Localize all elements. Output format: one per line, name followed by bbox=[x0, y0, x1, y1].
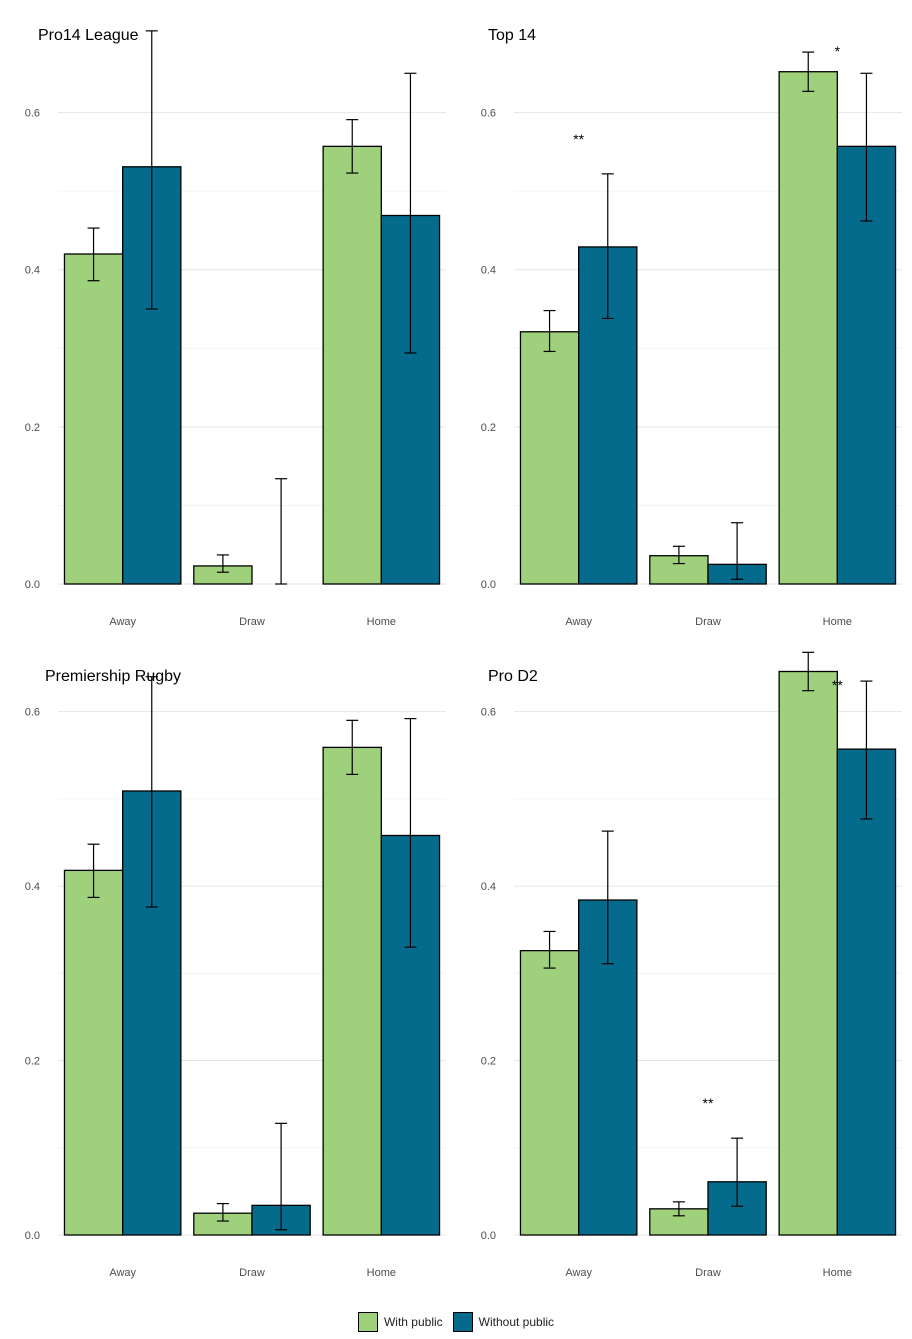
panel-title: Top 14 bbox=[488, 27, 536, 44]
x-category-label: Away bbox=[109, 616, 136, 628]
chart-panel-0: 0.0 0.2 0.4 0.6 Pro14 League Away Draw Home bbox=[25, 27, 446, 628]
y-tick-label: 0.0 bbox=[481, 579, 496, 591]
y-tick-label: 0.0 bbox=[481, 1230, 496, 1242]
x-category-label: Draw bbox=[239, 1267, 265, 1279]
chart-panel-1: 0.0 0.2 0.4 0.6 Top 14 Away ** Draw Home * bbox=[481, 27, 902, 628]
y-tick-label: 0.4 bbox=[25, 265, 40, 277]
legend-swatch-without-public bbox=[452, 1312, 473, 1332]
x-category-label: Home bbox=[367, 616, 396, 628]
significance-marker: * bbox=[835, 43, 841, 59]
x-category-label: Home bbox=[823, 616, 852, 628]
x-category-label: Draw bbox=[239, 616, 265, 628]
y-tick-label: 0.6 bbox=[25, 108, 40, 120]
bar-with-public bbox=[519, 949, 580, 1236]
y-tick-label: 0.2 bbox=[25, 422, 40, 434]
x-category-label: Away bbox=[565, 1267, 592, 1279]
y-tick-label: 0.2 bbox=[25, 1056, 40, 1068]
x-category-label: Home bbox=[367, 1267, 396, 1279]
chart-panel-2: 0.0 0.2 0.4 0.6 Premiership Rugby Away Draw Hom… bbox=[25, 668, 446, 1279]
significance-marker: ** bbox=[832, 677, 843, 693]
bar-with-public bbox=[778, 670, 838, 1236]
legend-label-without-public: Without public bbox=[478, 1315, 555, 1329]
y-tick-label: 0.6 bbox=[481, 108, 496, 120]
y-tick-label: 0.6 bbox=[481, 707, 496, 719]
bar-with-public bbox=[63, 869, 124, 1236]
y-tick-label: 0.4 bbox=[481, 881, 496, 893]
panel-title: Premiership Rugby bbox=[45, 668, 181, 685]
bar-with-public bbox=[322, 746, 382, 1236]
significance-marker: ** bbox=[703, 1095, 714, 1111]
y-tick-label: 0.4 bbox=[481, 265, 496, 277]
panel-title: Pro D2 bbox=[488, 668, 538, 685]
y-tick-label: 0.6 bbox=[25, 707, 40, 719]
legend-label-with-public: With public bbox=[383, 1315, 443, 1329]
y-tick-label: 0.0 bbox=[25, 1230, 40, 1242]
legend-item-with-public: With public bbox=[357, 1312, 443, 1332]
panel-title: Pro14 League bbox=[38, 27, 139, 44]
legend-item-without-public: Without public bbox=[452, 1312, 555, 1332]
y-tick-label: 0.4 bbox=[25, 881, 40, 893]
y-tick-label: 0.0 bbox=[25, 579, 40, 591]
y-tick-label: 0.2 bbox=[481, 422, 496, 434]
significance-marker: ** bbox=[573, 131, 584, 147]
bar-with-public bbox=[322, 145, 382, 585]
x-category-label: Home bbox=[823, 1267, 852, 1279]
bar-with-public bbox=[778, 71, 838, 585]
x-category-label: Away bbox=[109, 1267, 136, 1279]
chart-panel-3: 0.0 0.2 0.4 0.6 Pro D2 Away Draw ** Home ** bbox=[481, 651, 902, 1279]
x-category-label: Away bbox=[565, 616, 592, 628]
bar-with-public bbox=[519, 331, 580, 585]
legend: With public Without public bbox=[0, 1309, 912, 1335]
bar-without-public bbox=[836, 748, 897, 1236]
bar-with-public bbox=[63, 253, 124, 585]
legend-swatch-with-public bbox=[357, 1312, 378, 1332]
y-tick-label: 0.2 bbox=[481, 1056, 496, 1068]
x-category-label: Draw bbox=[695, 1267, 721, 1279]
x-category-label: Draw bbox=[695, 616, 721, 628]
